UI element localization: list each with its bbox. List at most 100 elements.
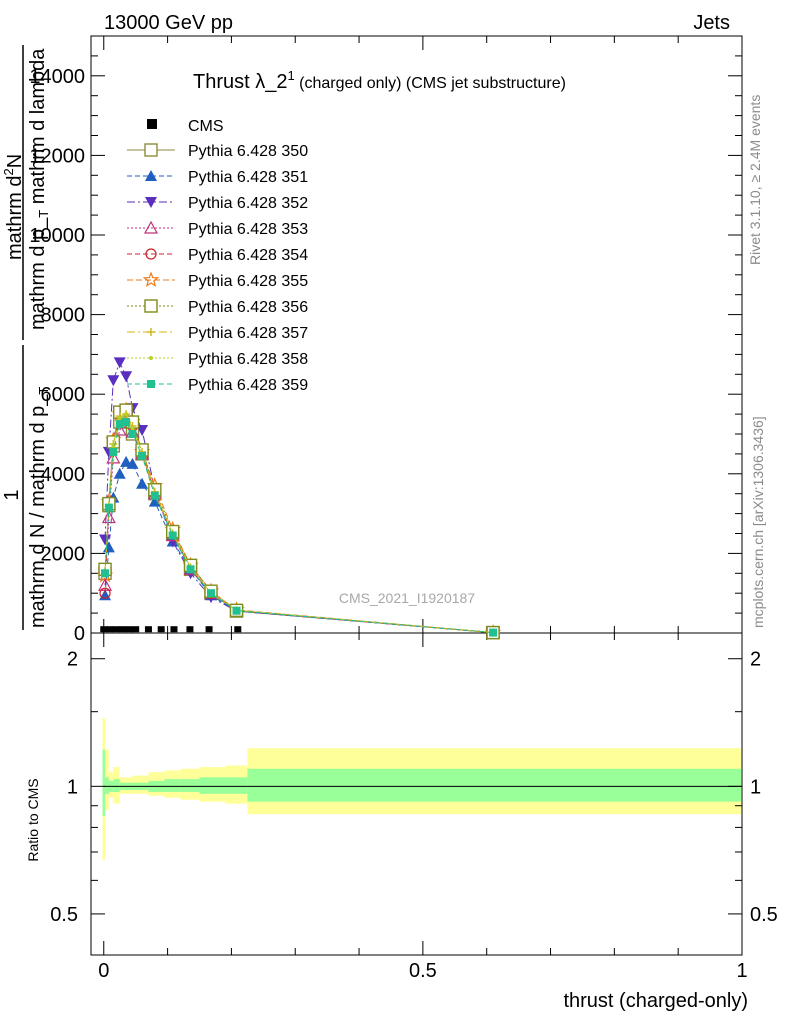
legend-marker-5 (145, 248, 157, 260)
series-4-point-3 (112, 422, 127, 436)
legend-label-5: Pythia 6.428 354 (188, 247, 308, 264)
series-2-point-6 (136, 477, 149, 489)
ratio-ytick-label: 2 (67, 649, 78, 671)
ratio-bands (102, 717, 742, 861)
legend-label-7: Pythia 6.428 356 (188, 299, 308, 316)
plot-title: Thrust λ_21 (charged only) (CMS jet subs… (193, 68, 566, 93)
plot-title-sup: 1 (287, 68, 294, 83)
series-10-point-4 (122, 418, 131, 427)
cms-point-6 (144, 626, 152, 633)
mcplots-label: mcplots.cern.ch [arXiv:1306.3436] (750, 416, 766, 628)
series-4-point-2 (106, 450, 121, 464)
main-ytick-label: 2000 (41, 543, 86, 565)
header-jets-label: Jets (693, 12, 730, 34)
series-3-point-3 (113, 357, 126, 369)
cms-point-5 (132, 626, 140, 633)
cms-point-2 (113, 626, 121, 633)
series-9-point-5 (130, 426, 135, 431)
series-4-point-1 (101, 510, 116, 524)
cms-point-3 (119, 626, 127, 633)
cms-point-1 (106, 626, 114, 633)
rivet-version-label: Rivet 3.1.10, ≥ 2.4M events (747, 95, 763, 265)
legend-label-6: Pythia 6.428 355 (188, 273, 308, 290)
main-series (96, 357, 502, 640)
legend-label-2: Pythia 6.428 351 (188, 169, 308, 186)
legend-marker-10 (147, 380, 155, 388)
series-10-point-1 (104, 503, 113, 512)
ratio-band-1-bin-9 (199, 777, 226, 794)
ratio-ytick-label: 1 (67, 776, 78, 798)
plot-title-sub: (charged only) (CMS jet substructure) (295, 75, 566, 92)
ratio-band-1-bin-7 (164, 779, 181, 792)
series-10-point-7 (150, 491, 159, 500)
main-axes: 0 2000 4000 6000 8000 10000 12000 14000 (29, 36, 743, 645)
ratio-xtick-label: 1 (736, 960, 747, 982)
series-3-point-2 (107, 375, 120, 387)
ratio-band-1-bin-1 (105, 777, 109, 794)
series-2-point-3 (113, 467, 126, 479)
series-10-point-8 (168, 531, 177, 540)
series-10-point-9 (186, 565, 195, 574)
series-3-point-4 (120, 371, 133, 383)
cms-point-9 (186, 626, 194, 633)
legend-label-9: Pythia 6.428 358 (188, 351, 308, 368)
main-ytick-label: 10000 (29, 225, 85, 247)
legend-label-1: Pythia 6.428 350 (188, 143, 308, 160)
main-ytick-label: 14000 (29, 66, 85, 88)
series-9-point-2 (111, 443, 116, 448)
series-9-point-4 (124, 412, 129, 417)
legend-marker-9 (149, 356, 153, 360)
legend: CMS Pythia 6.428 350 Pythia 6.428 351 Pythi… (127, 118, 308, 394)
legend-marker-6 (142, 271, 160, 288)
series-5-point-0 (99, 587, 111, 599)
legend-marker-7 (144, 299, 158, 313)
series-10-point-10 (206, 589, 215, 598)
ratio-xtick-label: 0.5 (409, 960, 437, 982)
ratio-band-1-bin-8 (180, 779, 200, 792)
ylabel-numerator: 1 (1, 489, 23, 500)
ratio-band-1-bin-0 (102, 749, 106, 817)
series-2-point-5 (126, 457, 139, 469)
ratio-band-1-bin-3 (113, 779, 120, 792)
series-10-point-3 (115, 420, 124, 429)
x-axis-label: thrust (charged-only) (563, 990, 748, 1012)
series-10-point-0 (101, 569, 110, 578)
legend-marker-1 (144, 143, 158, 157)
plot-title-main: Thrust λ_2 (193, 71, 287, 93)
legend-marker-8 (147, 328, 155, 336)
legend-marker-4 (143, 220, 159, 234)
ylabel-inner-bottom: mathrm d p_T mathrm d lambda (27, 48, 51, 330)
main-ytick-label: 0 (74, 623, 85, 645)
series-10-point-11 (232, 606, 241, 615)
series-2-point-7 (148, 495, 161, 507)
main-ytick-label: 4000 (41, 464, 86, 486)
series-10-point-5 (128, 430, 137, 438)
legend-label-8: Pythia 6.428 357 (188, 325, 308, 342)
legend-label-4: Pythia 6.428 353 (188, 221, 308, 238)
main-ytick-label: 12000 (29, 145, 85, 167)
series-10-point-6 (138, 451, 147, 460)
legend-marker-2 (145, 170, 157, 181)
main-ytick-label: 8000 (41, 305, 86, 327)
cms-point-0 (100, 626, 108, 633)
ratio-plot-frame (90, 632, 743, 956)
series-9-point-3 (117, 416, 122, 421)
legend-cms-label: CMS (188, 118, 224, 135)
legend-cms-marker (147, 119, 157, 129)
ratio-xtick-label: 0 (98, 960, 109, 982)
cms-point-11 (234, 626, 242, 633)
ratio-band-1-bin-11 (247, 768, 741, 802)
cms-point-10 (205, 626, 213, 633)
ratio-ytick-label-right: 0.5 (750, 904, 778, 926)
series-line-2 (104, 461, 494, 634)
cms-point-8 (170, 626, 178, 633)
ratio-ytick-label-right: 2 (750, 649, 761, 671)
series-10 (101, 418, 498, 637)
ratio-ytick-label: 0.5 (50, 904, 78, 926)
y-axis-label-main: 1 mathrm d N / mathrm d p_T mathrm d2N m… (1, 45, 51, 630)
ratio-band-1-bin-10 (225, 777, 248, 794)
legend-label-3: Pythia 6.428 352 (188, 195, 308, 212)
ratio-ytick-label-right: 1 (750, 776, 761, 798)
series-10-point-12 (489, 628, 498, 637)
